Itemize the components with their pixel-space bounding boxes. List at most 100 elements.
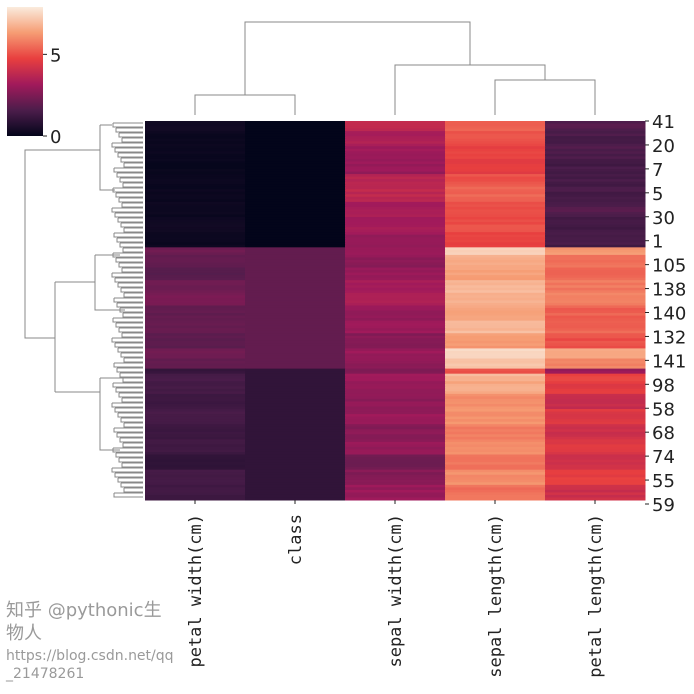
heatmap-cell bbox=[145, 419, 246, 423]
heatmap-cell bbox=[145, 305, 246, 309]
heatmap-cell bbox=[245, 153, 346, 157]
heatmap-cell bbox=[545, 406, 646, 410]
heatmap-cell bbox=[345, 232, 446, 236]
heatmap-cell bbox=[145, 146, 246, 150]
heatmap-cell bbox=[345, 457, 446, 461]
heatmap-cell bbox=[245, 368, 346, 372]
heatmap-cell bbox=[345, 186, 446, 190]
heatmap-cell bbox=[445, 368, 546, 372]
heatmap-cell bbox=[445, 219, 546, 223]
heatmap-cell bbox=[345, 371, 446, 375]
heatmap-cell bbox=[445, 229, 546, 233]
heatmap-cell bbox=[145, 184, 246, 188]
heatmap-cell bbox=[445, 179, 546, 183]
heatmap-cell bbox=[445, 126, 546, 130]
heatmap-cell bbox=[345, 462, 446, 466]
heatmap-cell bbox=[345, 467, 446, 471]
heatmap-cell bbox=[245, 492, 346, 496]
heatmap-cell bbox=[345, 143, 446, 147]
heatmap-cell bbox=[545, 338, 646, 342]
heatmap-cell bbox=[545, 494, 646, 498]
heatmap-cell bbox=[445, 184, 546, 188]
heatmap-cell bbox=[545, 186, 646, 190]
heatmap-cell bbox=[545, 333, 646, 337]
heatmap-cell bbox=[145, 166, 246, 170]
heatmap-cell bbox=[245, 353, 346, 357]
heatmap-cell bbox=[445, 479, 546, 483]
heatmap-cell bbox=[445, 143, 546, 147]
heatmap-cell bbox=[445, 474, 546, 478]
heatmap-cell bbox=[245, 287, 346, 291]
heatmap-cell bbox=[345, 345, 446, 349]
heatmap-cell bbox=[345, 275, 446, 279]
heatmap-cell bbox=[245, 436, 346, 440]
heatmap-cell bbox=[145, 358, 246, 362]
heatmap-cell bbox=[445, 378, 546, 382]
heatmap-cell bbox=[245, 143, 346, 147]
heatmap-cell bbox=[245, 431, 346, 435]
heatmap-cell bbox=[345, 421, 446, 425]
heatmap-cell bbox=[245, 249, 346, 253]
heatmap-cell bbox=[445, 330, 546, 334]
heatmap-cell bbox=[145, 186, 246, 190]
heatmap-cell bbox=[245, 234, 346, 238]
heatmap-cell bbox=[445, 406, 546, 410]
heatmap-cell bbox=[145, 388, 246, 392]
heatmap-cell bbox=[145, 414, 246, 418]
heatmap-cell bbox=[345, 484, 446, 488]
heatmap-cell bbox=[445, 371, 546, 375]
heatmap-cell bbox=[245, 156, 346, 160]
heatmap-cell bbox=[445, 270, 546, 274]
heatmap-cell bbox=[345, 355, 446, 360]
heatmap-cell bbox=[545, 275, 646, 279]
heatmap-cell bbox=[145, 315, 246, 319]
heatmap-cell bbox=[345, 396, 446, 400]
heatmap-cell bbox=[245, 457, 346, 461]
heatmap-cell bbox=[145, 361, 246, 365]
heatmap-cell bbox=[245, 121, 346, 125]
heatmap-cell bbox=[445, 328, 546, 332]
heatmap-cell bbox=[145, 406, 246, 410]
heatmap-cell bbox=[345, 431, 446, 435]
heatmap-cell bbox=[545, 411, 646, 415]
heatmap-cell bbox=[545, 277, 646, 281]
heatmap-cell bbox=[445, 199, 546, 203]
heatmap-cell bbox=[545, 267, 646, 271]
heatmap-cell bbox=[545, 214, 646, 218]
watermark-csdn: https://blog.csdn.net/qq_21478261 bbox=[6, 648, 174, 682]
heatmap-cell bbox=[145, 330, 246, 334]
heatmap-cell bbox=[545, 181, 646, 185]
heatmap-cell bbox=[545, 280, 646, 284]
heatmap-cell bbox=[345, 214, 446, 218]
heatmap-cell bbox=[345, 315, 446, 319]
heatmap-cell bbox=[445, 148, 546, 152]
heatmap-cell bbox=[545, 323, 646, 327]
heatmap-cell bbox=[145, 196, 246, 200]
heatmap-cell bbox=[345, 196, 446, 200]
row-tick-label: 138 bbox=[652, 280, 686, 301]
heatmap-cell bbox=[445, 366, 546, 370]
row-tick-label: 41 bbox=[652, 112, 675, 133]
heatmap-cell bbox=[445, 426, 546, 430]
heatmap-cell bbox=[145, 386, 246, 390]
heatmap-cell bbox=[345, 254, 446, 258]
heatmap-cell bbox=[445, 161, 546, 165]
heatmap-cells bbox=[145, 121, 646, 501]
heatmap-cell bbox=[345, 449, 446, 453]
heatmap-cell bbox=[145, 323, 246, 327]
heatmap-cell bbox=[245, 194, 346, 198]
heatmap-cell bbox=[145, 376, 246, 380]
heatmap-cell bbox=[245, 169, 346, 173]
heatmap-cell bbox=[545, 128, 646, 132]
heatmap-cell bbox=[445, 353, 546, 357]
row-tick-label: 68 bbox=[652, 423, 675, 444]
heatmap-cell bbox=[545, 376, 646, 380]
heatmap-cell bbox=[245, 211, 346, 215]
heatmap-cell bbox=[245, 487, 346, 491]
row-tick-label: 98 bbox=[652, 375, 675, 396]
heatmap-cell bbox=[145, 318, 246, 322]
heatmap-cell bbox=[145, 131, 246, 135]
heatmap-cell bbox=[445, 169, 546, 173]
heatmap-cell bbox=[545, 451, 646, 456]
heatmap-cell bbox=[145, 189, 246, 193]
